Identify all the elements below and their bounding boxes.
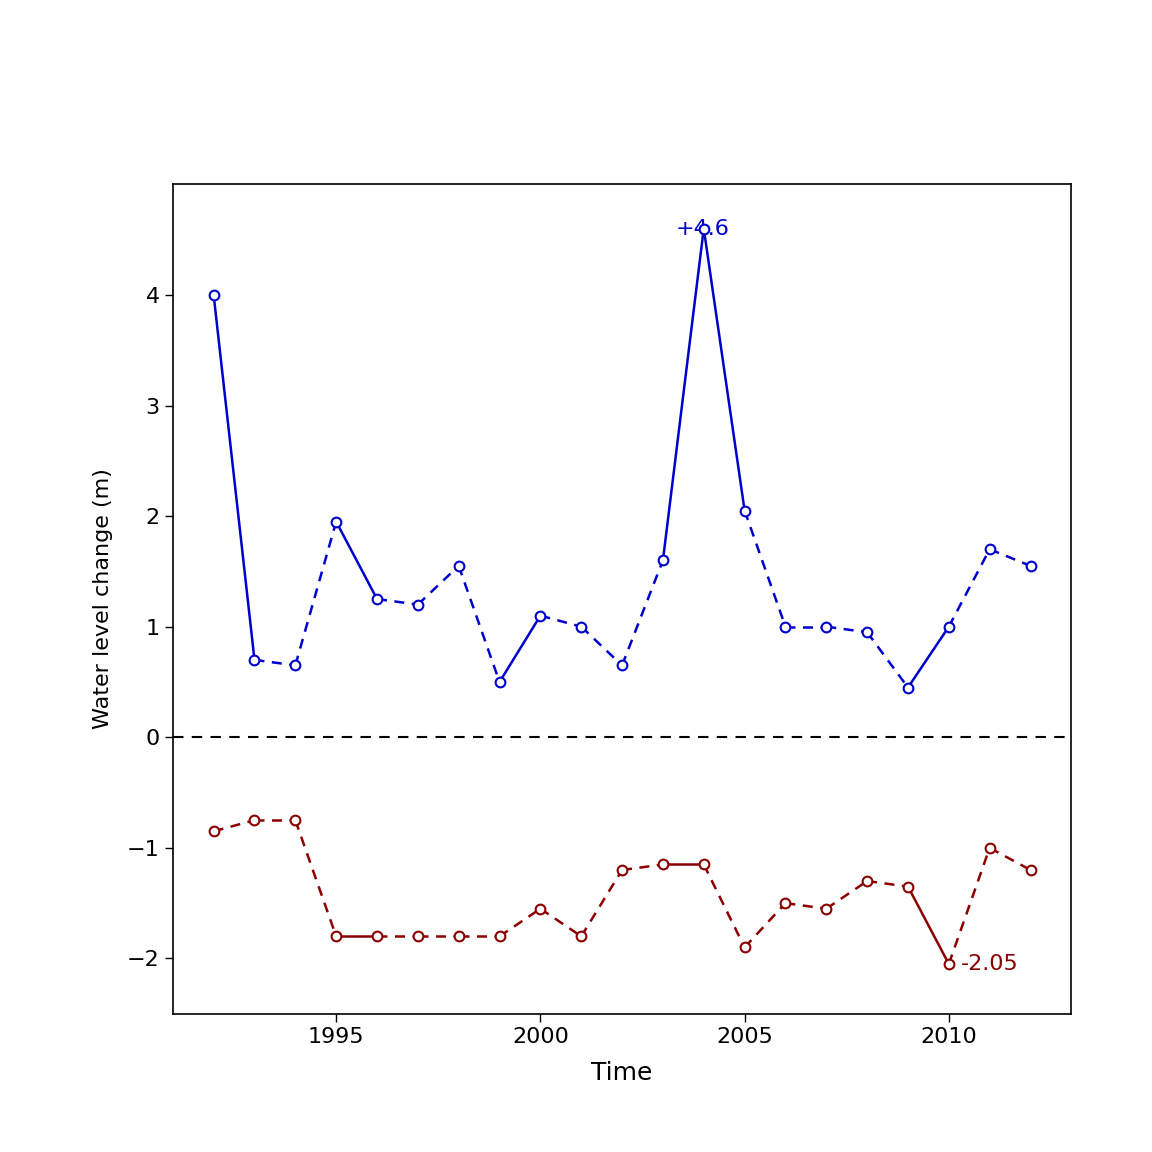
Text: +4.6: +4.6 (675, 219, 729, 238)
X-axis label: Time: Time (591, 1061, 653, 1085)
Y-axis label: Water level change (m): Water level change (m) (93, 469, 113, 729)
Text: -2.05: -2.05 (961, 954, 1018, 973)
